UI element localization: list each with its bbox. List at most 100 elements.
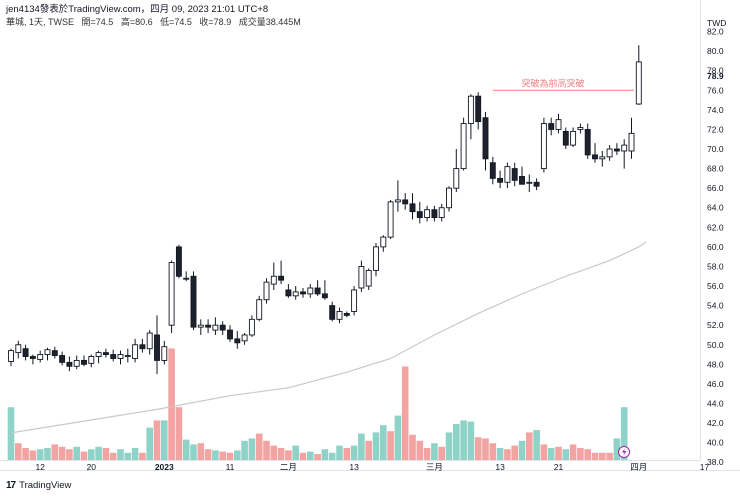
y-tick-label: 50.0 [707,340,724,350]
footer-brand: 17 TradingView [6,480,71,491]
volume-bar [460,420,467,460]
y-tick-label: 46.0 [707,379,724,389]
volume-bar [328,452,336,460]
volume-bar [248,438,256,460]
x-tick-label: 20 [87,462,97,472]
volume-bar [66,449,73,460]
volume-bar [569,444,577,460]
x-tick-label: 11 [226,462,235,472]
volume-bar [80,451,88,460]
candle-body-up [161,346,168,361]
candle-body-up [37,354,44,360]
candle-body-up [621,144,628,152]
candle [584,123,591,159]
candle [102,348,109,358]
candle-body-down [66,361,73,367]
candle [321,280,328,300]
volume-bar [204,449,212,460]
candle-body-down [329,305,336,320]
candle-body-down [29,356,36,359]
y-axis-ticks: 82.0 80.0 78.0 76.0 74.0 72.0 70.0 68.0 66.0 64.0… [707,27,724,468]
candle [183,271,190,282]
volume-bar [416,440,424,460]
volume-bar [117,449,124,460]
candle [22,344,29,361]
volume-bar [372,432,380,460]
publish-title: jen4134發表於TradingView.com，四月 09, 2023 21… [6,4,269,15]
candle-body-up [263,281,270,301]
candle-body-down [205,324,212,328]
candle-body-up [44,349,51,356]
y-tick-label: 48.0 [707,359,724,369]
volume-bar [562,449,570,460]
volume-bar [299,452,307,460]
volume-bar [599,452,606,460]
candle [212,317,219,335]
x-tick-label: 13 [349,462,359,472]
candle [227,325,233,342]
y-tick-label: 54.0 [707,301,724,311]
volume-bar [350,445,358,460]
candle-body-up [467,95,474,125]
volume-bar [547,448,555,460]
candle-body-up [373,246,379,271]
y-tick-label: 64.0 [707,203,724,213]
candle-body-down [613,148,620,152]
candle [606,145,613,161]
y-tick-label: 42.0 [707,418,724,428]
candle-body-up [570,130,577,146]
candle-body-down [562,130,569,146]
candle-body-down [482,117,489,160]
y-tick-label: 70.0 [707,144,724,154]
volume-bar [270,445,278,460]
lightning-icon[interactable] [618,446,630,458]
volume-bars [7,348,628,460]
candle [300,288,306,298]
volume-bar [139,452,146,460]
volume-bar [504,449,511,460]
candle [482,111,489,171]
volume-bar [307,451,314,460]
candle-body-down [81,359,87,365]
candle [599,150,606,167]
x-tick-label: 21 [554,462,564,472]
candle [263,278,270,304]
candle [154,315,160,375]
candle-body-down [519,175,525,185]
volume-bar [489,443,497,460]
candle [59,351,66,366]
y-tick-label: 56.0 [707,281,724,291]
moving-average [10,241,647,434]
volume-bar [285,450,292,460]
candle [66,356,73,372]
ma-line [10,241,647,434]
candle [197,319,204,335]
candle-body-down [497,177,504,183]
volume-bar [124,452,132,460]
candle [278,260,285,285]
candle [234,331,241,349]
brand-name: TradingView [19,480,72,491]
candle-body-up [628,132,635,152]
volume-bar [431,443,438,460]
last-price-label: 78.9 [707,71,724,81]
candle-body-up [358,266,365,289]
candle [139,338,146,353]
candle [8,348,14,367]
candle [110,349,117,362]
volume-bar [212,450,219,460]
volume-bar [336,445,343,460]
volume-bar [95,446,102,460]
candle-body-up [132,344,139,359]
volume-bar [131,448,139,460]
candle [175,244,182,279]
candle [219,321,226,335]
volume-bar [73,446,80,460]
candle-body-up [540,123,547,170]
candle [416,201,423,224]
candle [307,284,314,298]
high-value: 高=80.6 [120,17,153,27]
candle [497,170,504,189]
open-value: 開=74.5 [81,17,114,27]
